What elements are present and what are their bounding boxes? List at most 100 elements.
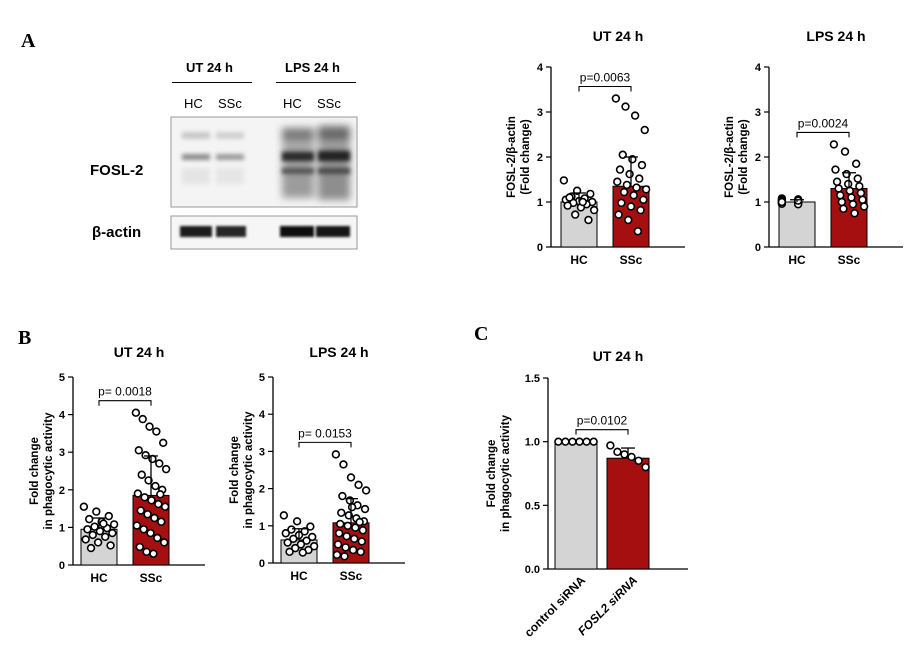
data-point — [839, 204, 848, 213]
data-point — [578, 197, 587, 207]
y-tick-label: 3 — [259, 446, 265, 458]
y-tick-label: 3 — [59, 447, 65, 459]
data-point — [160, 502, 170, 511]
data-point — [859, 202, 869, 211]
blot-protein-label: β-actin — [92, 224, 142, 241]
data-point — [629, 191, 638, 200]
x-tick-label: HC — [90, 571, 108, 585]
data-point — [632, 183, 641, 192]
data-point — [563, 201, 572, 210]
x-tick-label: HC — [290, 569, 308, 583]
data-point — [158, 438, 168, 448]
chart-c-ut: UT 24 h Fold change in phagocytic activity… — [486, 348, 688, 640]
data-point — [836, 191, 845, 200]
data-point — [154, 499, 163, 509]
data-point — [342, 532, 351, 541]
data-point — [340, 552, 349, 561]
x-tick-label: SSc — [140, 571, 163, 585]
blot-condition-ut: UT 24 h — [186, 60, 233, 75]
data-point — [357, 537, 367, 546]
data-point — [79, 502, 89, 511]
data-point — [844, 179, 853, 189]
significance-bracket — [578, 85, 632, 92]
data-point — [106, 541, 115, 550]
chart-title: LPS 24 h — [806, 28, 865, 44]
data-point — [156, 490, 165, 499]
data-point — [584, 215, 593, 225]
bar — [554, 441, 598, 570]
data-point — [853, 174, 862, 183]
data-point — [559, 176, 569, 185]
data-point — [132, 521, 142, 530]
data-point — [622, 180, 632, 190]
data-point — [95, 526, 105, 536]
data-point — [343, 521, 352, 531]
data-point — [554, 437, 563, 446]
y-tick-label: 1.5 — [525, 373, 540, 385]
data-point — [347, 503, 357, 512]
data-point — [613, 447, 622, 457]
chart-title: UT 24 h — [114, 344, 165, 360]
y-tick-label: 4 — [259, 409, 266, 421]
data-point — [582, 437, 591, 446]
data-point — [131, 408, 141, 417]
panel-letter-a: A — [21, 30, 36, 52]
y-tick-label: 1 — [59, 522, 65, 534]
chart-b-ut: UT 24 h Fold change in phagocytic activity… — [29, 344, 205, 585]
y-tick-label: 0 — [537, 242, 543, 254]
data-point — [337, 508, 346, 517]
data-point — [851, 159, 861, 168]
chart-b-lps: LPS 24 h Fold change in phagocytic activit… — [229, 344, 405, 583]
y-tick-label: 1 — [259, 521, 265, 533]
data-point — [153, 533, 162, 543]
data-point — [142, 547, 151, 557]
p-value-label: p=0.0024 — [798, 116, 849, 130]
blot-lane-label: SSc — [218, 96, 242, 111]
y-tick-label: 2 — [755, 152, 761, 164]
data-point — [308, 532, 317, 542]
data-point — [300, 527, 309, 536]
data-point — [143, 510, 152, 519]
data-point — [92, 507, 101, 516]
y-axis-label: Fold change in phagocytic activity — [29, 412, 55, 530]
data-point — [856, 188, 866, 198]
data-point — [350, 534, 359, 544]
data-point — [331, 450, 341, 459]
y-tick-label: 0 — [59, 560, 65, 572]
panel-letter-b: B — [18, 327, 32, 349]
data-point — [149, 549, 158, 558]
y-tick-label: 1 — [537, 197, 543, 209]
data-point — [155, 459, 164, 468]
panel-letter-c: C — [474, 323, 489, 345]
data-point — [335, 519, 345, 529]
data-point — [351, 523, 360, 532]
y-tick-label: 3 — [755, 107, 761, 119]
data-point — [589, 205, 599, 215]
data-point — [157, 517, 166, 526]
x-tick-label: SSc — [838, 253, 861, 267]
p-value-label: p= 0.0018 — [98, 385, 152, 399]
data-point — [140, 493, 149, 502]
data-point — [635, 174, 644, 183]
y-tick-label: 5 — [259, 372, 265, 384]
chart-title: LPS 24 h — [309, 344, 368, 360]
significance-bracket — [575, 429, 629, 435]
data-point — [829, 140, 839, 149]
data-point — [90, 522, 99, 531]
data-point — [134, 446, 144, 455]
chart-a-lps: LPS 24 h FOSL-2/β-actin (Fold change) 0 1 2 3 4… — [724, 28, 903, 267]
data-point — [291, 543, 300, 553]
y-axis-label-line: FOSL-2/β-actin — [506, 116, 518, 198]
blot-lane-label: HC — [184, 96, 203, 111]
data-point — [135, 542, 144, 552]
data-point — [145, 422, 154, 431]
data-point — [360, 504, 370, 514]
blot-condition-lps: LPS 24 h — [285, 60, 340, 75]
significance-bracket — [98, 400, 152, 406]
data-point — [636, 205, 645, 215]
chart-title: UT 24 h — [593, 348, 644, 364]
data-point — [777, 197, 787, 207]
data-point — [285, 547, 294, 557]
data-point — [568, 437, 577, 446]
data-point — [565, 193, 574, 202]
